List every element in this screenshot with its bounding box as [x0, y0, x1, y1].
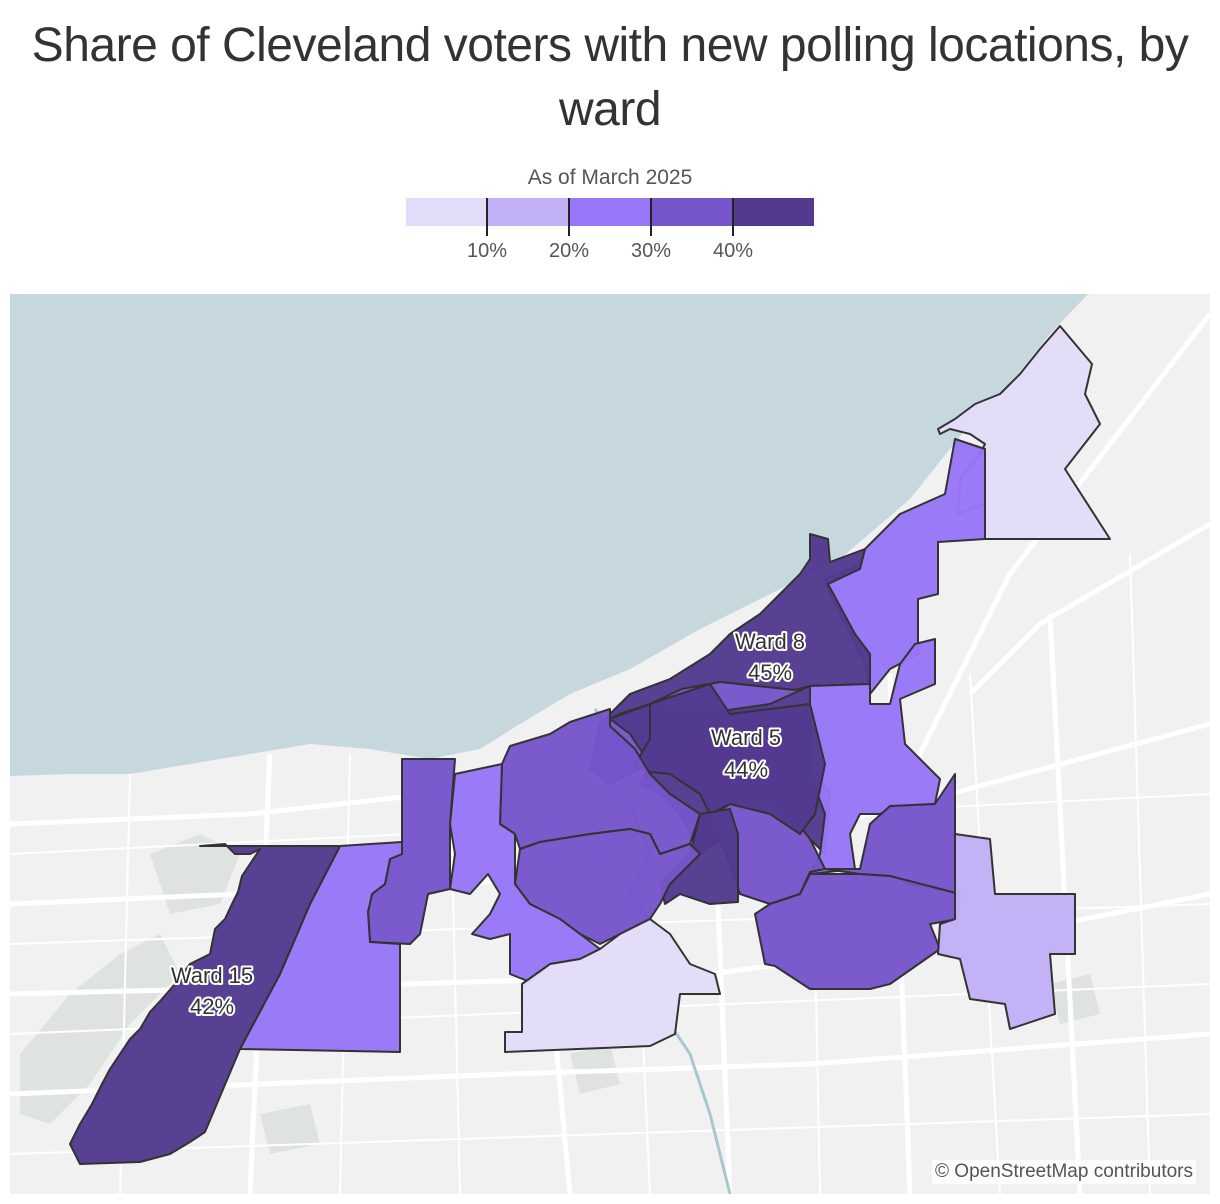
legend-tick [650, 198, 652, 236]
legend-tick-label: 30% [630, 240, 672, 262]
legend-tick [486, 198, 488, 236]
ward-label-value: 44% [724, 757, 768, 782]
ward-polygon[interactable] [504, 918, 721, 1053]
park-areas [20, 834, 1100, 1154]
legend-tick [568, 198, 570, 236]
road [1129, 553, 1151, 1194]
map-canvas: Ward 8 45% Ward 5 44% Ward 15 42% [10, 294, 1210, 1194]
ward-polygon[interactable] [69, 843, 341, 1165]
legend-swatch-5 [734, 198, 814, 226]
legend-tick [732, 198, 734, 236]
color-legend: 10% 20% 30% 40% [406, 198, 814, 268]
legend-swatch-3 [570, 198, 652, 226]
ward-label-value: 42% [190, 994, 234, 1019]
map-attribution[interactable]: © OpenStreetMap contributors [932, 1160, 1196, 1184]
ward-polygons [69, 325, 1111, 1165]
ward-polygon[interactable] [754, 873, 961, 990]
road [10, 1031, 1210, 1097]
ward-label-name: Ward 5 [711, 725, 781, 750]
park-area [20, 934, 180, 1124]
ward-label-name: Ward 8 [735, 629, 805, 654]
road [10, 1113, 1210, 1155]
ward-polygon[interactable] [449, 763, 601, 983]
legend-swatch-4 [652, 198, 734, 226]
legend-tick-label: 20% [548, 240, 590, 262]
road [968, 521, 1210, 696]
park-area [1050, 974, 1100, 1024]
legend-swatch-1 [406, 198, 488, 226]
map-panel[interactable]: Ward 8 45% Ward 5 44% Ward 15 42% © Open… [10, 294, 1210, 1194]
ward-labels: Ward 8 45% Ward 5 44% Ward 15 42% [169, 627, 807, 1021]
park-area [260, 1104, 320, 1154]
legend-tick-label: 40% [712, 240, 754, 262]
legend-swatch-2 [488, 198, 570, 226]
map-title: Share of Cleveland voters with new polli… [31, 19, 1189, 136]
legend-title: As of March 2025 [527, 166, 693, 189]
road [907, 312, 1210, 776]
lake-erie [10, 294, 1088, 776]
ward-label-value: 45% [748, 660, 792, 685]
ward-polygon[interactable] [937, 833, 1076, 1030]
legend-tick-label: 10% [466, 240, 508, 262]
ward-label-name: Ward 15 [171, 963, 253, 988]
